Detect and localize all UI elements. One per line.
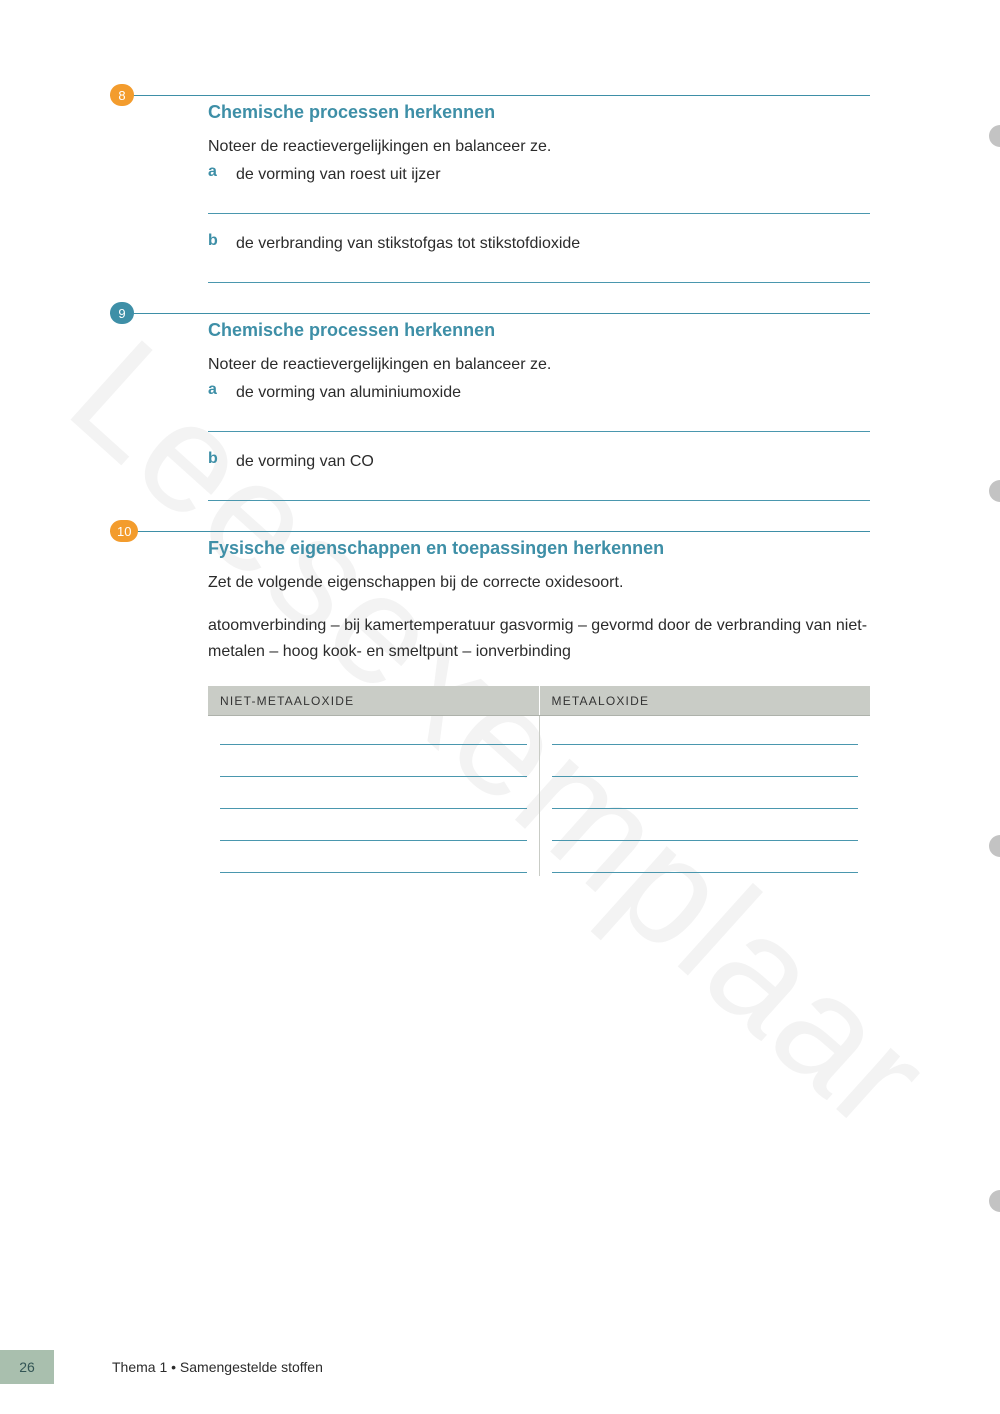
answer-line	[552, 815, 859, 841]
table-cell	[539, 844, 870, 876]
table-row	[208, 748, 870, 780]
punch-hole-icon	[989, 1190, 1000, 1212]
subquestion-b: b de vorming van CO	[208, 450, 870, 474]
properties-list: atoomverbinding – bij kamertemperatuur g…	[208, 613, 870, 664]
page-number: 26	[19, 1359, 35, 1375]
table-cell	[208, 844, 539, 876]
question-rule	[110, 95, 870, 96]
question-intro: Noteer de reactievergelijkingen en balan…	[208, 135, 870, 159]
table-cell	[208, 780, 539, 812]
question-title: Chemische processen herkennen	[208, 102, 870, 123]
answer-line	[220, 751, 527, 777]
page-number-tab: 26	[0, 1350, 54, 1384]
answer-line	[552, 719, 859, 745]
table-cell	[539, 748, 870, 780]
answer-line	[208, 431, 870, 432]
subquestion-label: b	[208, 450, 222, 468]
page-footer: 26 Thema 1 • Samengestelde stoffen	[0, 1350, 1000, 1384]
punch-hole-icon	[989, 480, 1000, 502]
table-cell	[539, 812, 870, 844]
question-rule	[110, 313, 870, 314]
table-cell	[208, 716, 539, 749]
answer-line	[208, 500, 870, 501]
question-number-badge: 8	[110, 84, 134, 106]
subquestion-text: de vorming van CO	[236, 450, 374, 474]
question-title: Fysische eigenschappen en toepassingen h…	[208, 538, 870, 559]
question-8: 8 Chemische processen herkennen Noteer d…	[110, 95, 870, 283]
oxide-table-body	[208, 716, 870, 877]
table-row	[208, 844, 870, 876]
question-9: 9 Chemische processen herkennen Noteer d…	[110, 313, 870, 501]
table-cell	[208, 812, 539, 844]
oxide-table: NIET-METAALOXIDE METAALOXIDE	[208, 686, 870, 876]
punch-hole-icon	[989, 125, 1000, 147]
answer-line	[208, 282, 870, 283]
answer-line	[220, 815, 527, 841]
subquestion-label: a	[208, 163, 222, 181]
answer-line	[552, 847, 859, 873]
answer-line	[208, 213, 870, 214]
table-cell	[539, 716, 870, 749]
table-row	[208, 716, 870, 749]
table-header: NIET-METAALOXIDE	[208, 686, 539, 716]
answer-line	[552, 783, 859, 809]
table-header: METAALOXIDE	[539, 686, 870, 716]
subquestion-label: b	[208, 232, 222, 250]
worksheet-page: Leesexemplaar 8 Chemische processen herk…	[0, 0, 1000, 1414]
answer-line	[220, 847, 527, 873]
subquestion-text: de vorming van aluminiumoxide	[236, 381, 461, 405]
question-title: Chemische processen herkennen	[208, 320, 870, 341]
table-cell	[539, 780, 870, 812]
table-cell	[208, 748, 539, 780]
question-10: 10 Fysische eigenschappen en toepassinge…	[110, 531, 870, 876]
subquestion-label: a	[208, 381, 222, 399]
footer-text: Thema 1 • Samengestelde stoffen	[112, 1359, 323, 1375]
subquestion-b: b de verbranding van stikstofgas tot sti…	[208, 232, 870, 256]
subquestion-text: de vorming van roest uit ijzer	[236, 163, 441, 187]
question-intro: Noteer de reactievergelijkingen en balan…	[208, 353, 870, 377]
question-number: 9	[118, 306, 125, 321]
answer-line	[220, 783, 527, 809]
answer-line	[552, 751, 859, 777]
answer-line	[220, 719, 527, 745]
subquestion-a: a de vorming van aluminiumoxide	[208, 381, 870, 405]
question-intro: Zet de volgende eigenschappen bij de cor…	[208, 571, 870, 595]
question-rule	[110, 531, 870, 532]
table-row	[208, 812, 870, 844]
question-number: 8	[118, 88, 125, 103]
question-number-badge: 9	[110, 302, 134, 324]
subquestion-a: a de vorming van roest uit ijzer	[208, 163, 870, 187]
subquestion-text: de verbranding van stikstofgas tot stiks…	[236, 232, 580, 256]
question-number: 10	[117, 524, 131, 539]
punch-hole-icon	[989, 835, 1000, 857]
table-row	[208, 780, 870, 812]
question-number-badge: 10	[110, 520, 138, 542]
